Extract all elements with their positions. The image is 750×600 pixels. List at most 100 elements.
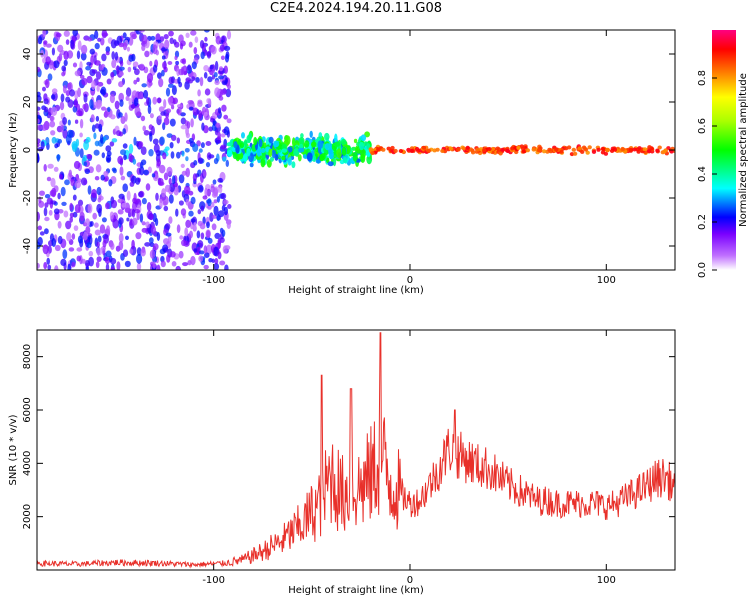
- spectrogram-cell: [287, 157, 292, 166]
- spectrogram-cell: [218, 66, 224, 72]
- spectrogram-cell: [118, 233, 124, 243]
- spectrogram-cell: [596, 147, 601, 152]
- spectrogram-cell: [85, 136, 91, 143]
- spectrogram-cell: [81, 77, 88, 86]
- spectrogram-cell: [122, 249, 129, 257]
- spectrogram-cell: [138, 191, 144, 198]
- spectrogram-cell: [206, 98, 211, 104]
- spectrogram-cell: [84, 168, 91, 174]
- spectrogram-cell: [219, 44, 225, 52]
- spectrogram-cell: [119, 71, 124, 77]
- colorbar-tick-label: 0.2: [697, 214, 708, 230]
- spectrogram-cell: [153, 243, 159, 251]
- spectrogram-cell: [138, 141, 144, 149]
- x-tick-label: 0: [407, 575, 413, 586]
- spectrogram-cell: [151, 173, 156, 178]
- spectrogram-cell: [143, 130, 150, 136]
- spectrogram-cell: [201, 122, 205, 131]
- spectrogram-cell: [135, 140, 140, 147]
- snr-y-ticks: 2000 4000 6000 8000: [22, 344, 675, 529]
- spectrogram-cell: [203, 72, 208, 79]
- spectrogram-cell: [140, 146, 147, 155]
- spectrogram-cell: [163, 117, 170, 126]
- chart-title: C2E4.2024.194.20.11.G08: [269, 1, 443, 16]
- spectrogram-cell: [168, 177, 172, 185]
- spectrogram-cell: [85, 266, 89, 270]
- spectrogram-cell: [76, 247, 83, 252]
- spectrogram-cell: [139, 166, 145, 176]
- spectrogram-cell: [190, 218, 196, 223]
- spectrogram-cell: [421, 145, 427, 150]
- spectrogram-cell: [155, 149, 161, 157]
- spectrogram-cell: [67, 263, 72, 270]
- spectrogram-cell: [162, 200, 167, 206]
- spectrogram-cell: [136, 262, 142, 270]
- spectrogram-cell: [139, 63, 145, 70]
- spectrogram-cell: [93, 101, 99, 109]
- spectrogram-cell: [67, 82, 72, 90]
- spectrogram-cell: [215, 35, 222, 45]
- spectrogram-cell: [662, 149, 667, 154]
- spectrogram-cell: [211, 201, 215, 208]
- spectrogram-cell: [336, 148, 342, 159]
- spectrogram-cell: [190, 118, 194, 128]
- spectrogram-cell: [128, 54, 134, 62]
- spectrogram-cell: [226, 142, 233, 147]
- spectrogram-cell: [47, 73, 53, 81]
- spectrogram-cell: [40, 141, 45, 150]
- spectrogram-cell: [184, 185, 191, 195]
- spectrogram-cell: [547, 147, 552, 152]
- spectrogram-cell: [65, 90, 71, 97]
- spectrogram-cell: [293, 148, 300, 157]
- spectrogram-cell: [116, 261, 121, 270]
- spectrogram-cell: [215, 139, 222, 144]
- spectrogram-cell: [211, 214, 218, 219]
- spectrogram-cell: [222, 156, 227, 162]
- spectrogram-cell: [178, 34, 184, 43]
- colorbar-gradient: [712, 30, 736, 270]
- spectrogram-cell: [116, 130, 122, 137]
- spectrogram-cell: [197, 89, 201, 97]
- spectrogram-cell: [185, 219, 191, 228]
- spectrogram-cell: [136, 111, 142, 116]
- spectrogram-cell: [409, 149, 414, 153]
- spectrogram-cell: [204, 88, 211, 96]
- spectrogram-cell: [500, 147, 505, 152]
- spectrogram-cell: [131, 239, 135, 250]
- spectrogram-cell: [43, 262, 48, 270]
- spectrogram-cell: [131, 175, 137, 184]
- spectrogram-cell: [99, 224, 106, 234]
- spectrogram-cell: [149, 132, 153, 142]
- spectrogram-cell: [191, 76, 196, 82]
- spectrogram-cell: [89, 48, 96, 55]
- spectrogram-cell: [47, 264, 52, 270]
- snr-x-axis-label: Height of straight line (km): [288, 585, 424, 596]
- spectrogram-cell: [647, 149, 652, 153]
- spectrogram-cell: [620, 146, 625, 151]
- spectrogram-cell: [65, 220, 72, 230]
- spectrogram-cell: [208, 258, 213, 263]
- spectrogram-cell: [129, 31, 136, 37]
- spectrogram-cell: [72, 211, 78, 218]
- spectrogram-cell: [54, 244, 61, 252]
- spectrogram-cell: [329, 154, 333, 160]
- spectrogram-cell: [273, 140, 280, 148]
- spectrogram-cell: [118, 217, 124, 225]
- spectrogram-cell: [49, 120, 56, 128]
- spectrogram-cell: [79, 132, 83, 138]
- spectrogram-cell: [297, 154, 302, 162]
- spectrogram-cell: [180, 208, 187, 216]
- spectrogram-cell: [159, 198, 163, 209]
- spectrogram-cell: [482, 148, 487, 153]
- spectrogram-cell: [571, 147, 576, 152]
- spectrogram-cell: [99, 89, 106, 95]
- spectrogram-cell: [156, 264, 161, 270]
- spectrogram-cell: [122, 183, 128, 192]
- x-tick-label: 100: [597, 275, 616, 286]
- spectrogram-cell: [69, 202, 73, 211]
- spectrogram-cell: [72, 194, 77, 201]
- spectrogram-cell: [146, 202, 152, 212]
- spectrogram-cell: [226, 150, 233, 158]
- spectrogram-cell: [158, 115, 162, 120]
- spectrogram-cell: [188, 106, 194, 111]
